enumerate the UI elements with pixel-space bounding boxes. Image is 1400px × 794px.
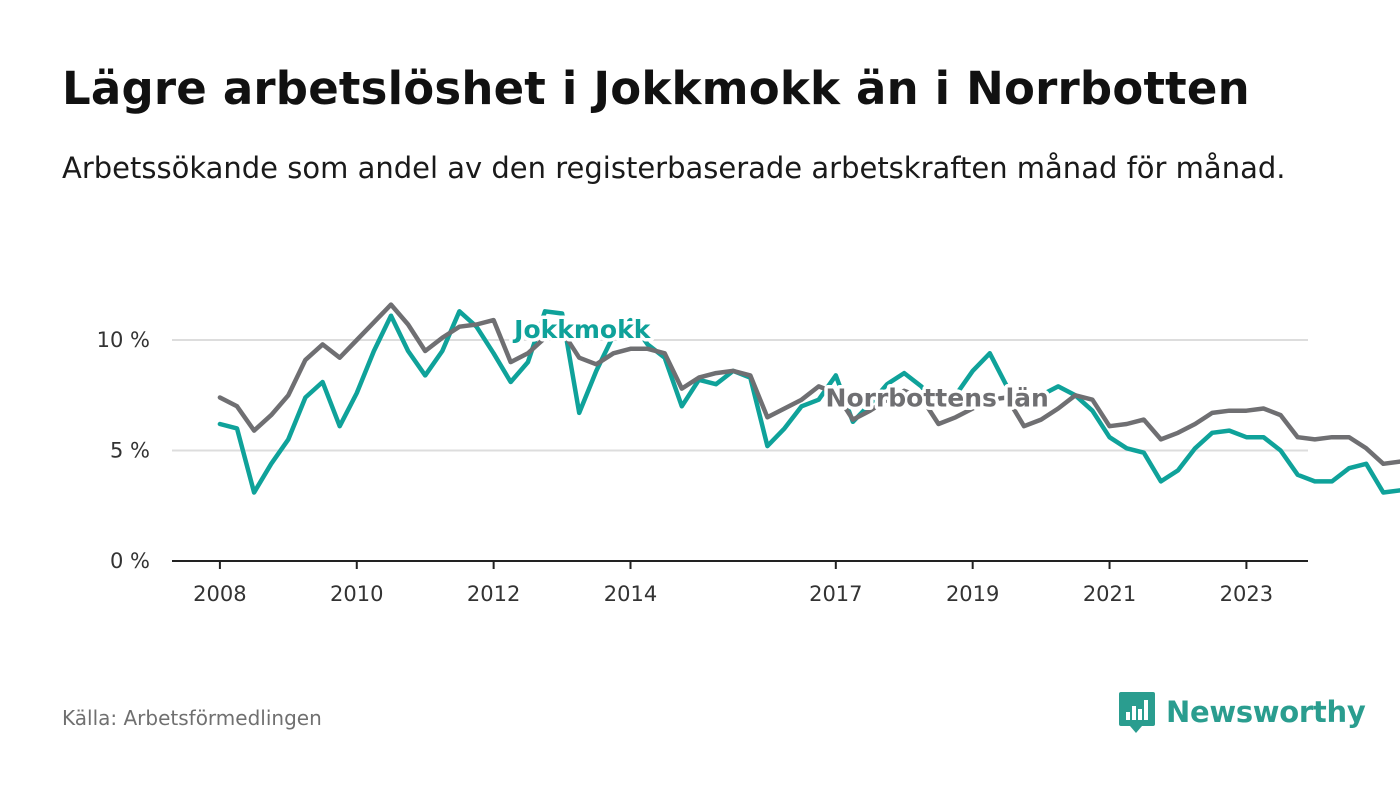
chart-subtitle: Arbetssökande som andel av den registerb… (62, 151, 1286, 185)
x-tick-label: 2021 (1083, 582, 1136, 606)
newsworthy-logo-icon (1119, 692, 1155, 733)
y-tick-label: 0 % (110, 549, 150, 573)
series-lines-layer (217, 302, 1400, 495)
grid-layer (172, 339, 1308, 452)
source-note: Källa: Arbetsförmedlingen (62, 706, 322, 730)
series-line-norrbotten (217, 302, 1400, 467)
series-label-jokkmokk: Jokkmokk (512, 315, 652, 344)
x-tick-label: 2012 (467, 582, 520, 606)
chart-title: Lägre arbetslöshet i Jokkmokk än i Norrb… (62, 62, 1250, 115)
axis-layer: 0 % 5 % 10 % 2008 2010 2012 2014 2017 2019 2021 20… (97, 328, 1308, 606)
x-tick-label: 2017 (809, 582, 862, 606)
x-tick-label: 2010 (330, 582, 383, 606)
x-tick-label: 2008 (193, 582, 246, 606)
x-tick-label: 2019 (946, 582, 999, 606)
series-line-jokkmokk (217, 309, 1400, 495)
series-label-norrbotten: Norrbottens län (826, 383, 1049, 412)
x-tick-label: 2014 (604, 582, 657, 606)
y-tick-label: 5 % (110, 439, 150, 463)
brand-logo[interactable]: Newsworthy (1118, 690, 1366, 734)
x-tick-label: 2023 (1220, 582, 1273, 606)
line-chart: 0 % 5 % 10 % 2008 2010 2012 2014 2017 2019 2021 20… (97, 302, 1400, 606)
brand-name: Newsworthy (1166, 695, 1366, 729)
y-tick-label: 10 % (97, 328, 150, 352)
